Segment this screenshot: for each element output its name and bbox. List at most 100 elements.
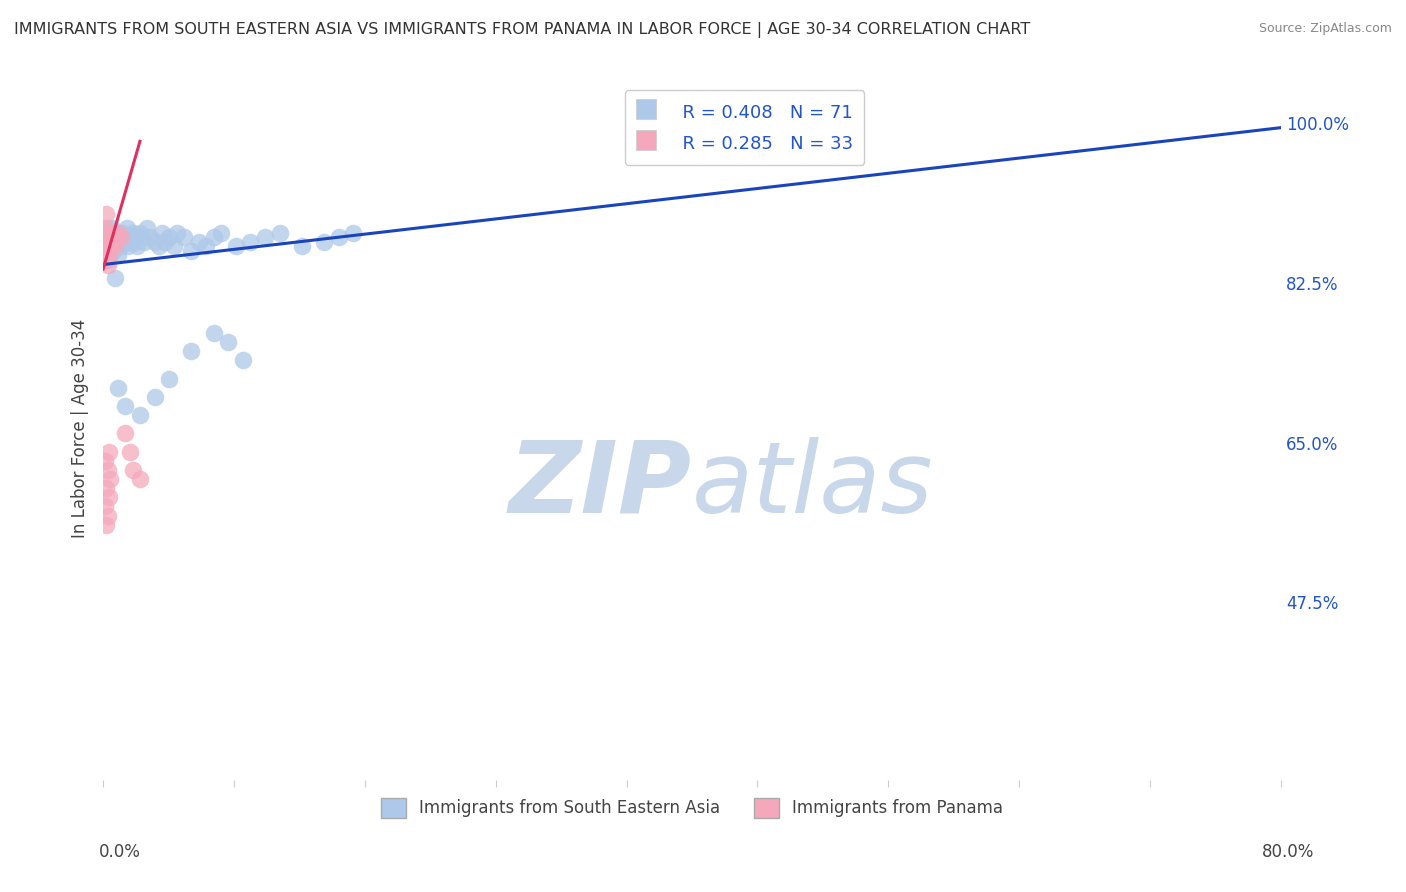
Point (209, 226, 232, 240)
Point (108, 230, 131, 244)
Point (98, 444, 121, 458)
Point (114, 399, 136, 413)
Text: Source: ZipAtlas.com: Source: ZipAtlas.com (1258, 22, 1392, 36)
Point (143, 235, 166, 249)
Point (96, 248, 118, 262)
Point (131, 230, 153, 244)
Point (114, 235, 136, 249)
Point (121, 463, 143, 477)
Point (96, 508, 118, 523)
Point (98, 226, 121, 240)
Point (202, 230, 225, 244)
Point (100, 230, 122, 244)
Point (136, 221, 159, 235)
Point (111, 226, 134, 240)
Point (100, 239, 122, 253)
Point (100, 472, 122, 486)
Point (150, 226, 173, 240)
Point (104, 239, 127, 253)
Point (98, 252, 121, 267)
Point (110, 230, 132, 244)
Point (328, 230, 350, 244)
Point (232, 353, 254, 368)
Point (103, 244, 125, 258)
Point (239, 235, 262, 249)
Point (100, 244, 122, 258)
Point (118, 444, 141, 458)
Point (101, 235, 124, 249)
Point (202, 326, 225, 340)
Point (148, 239, 170, 253)
Point (93, 221, 115, 235)
Point (93, 244, 115, 258)
Point (101, 235, 124, 249)
Point (94, 207, 117, 221)
Point (104, 239, 127, 253)
Point (98, 491, 121, 505)
Point (157, 372, 180, 386)
Point (114, 426, 136, 441)
Point (187, 235, 209, 249)
Point (129, 472, 152, 486)
Point (195, 239, 218, 253)
Point (217, 335, 239, 350)
Point (180, 344, 202, 359)
Legend: Immigrants from South Eastern Asia, Immigrants from Panama: Immigrants from South Eastern Asia, Immi… (374, 791, 1010, 825)
Point (107, 381, 129, 395)
Point (139, 230, 162, 244)
Point (134, 235, 156, 249)
Point (125, 239, 148, 253)
Point (93, 500, 115, 514)
Point (94, 248, 117, 262)
Point (93, 252, 115, 267)
Point (93, 235, 115, 249)
Point (94, 481, 117, 495)
Point (122, 235, 145, 249)
Point (118, 230, 141, 244)
Point (112, 230, 135, 244)
Point (153, 235, 176, 249)
Point (100, 226, 122, 240)
Point (166, 226, 188, 240)
Point (117, 239, 139, 253)
Point (129, 408, 152, 422)
Point (115, 221, 138, 235)
Point (96, 244, 118, 258)
Point (269, 226, 291, 240)
Text: IMMIGRANTS FROM SOUTH EASTERN ASIA VS IMMIGRANTS FROM PANAMA IN LABOR FORCE | AG: IMMIGRANTS FROM SOUTH EASTERN ASIA VS IM… (14, 22, 1031, 38)
Point (104, 271, 127, 285)
Point (342, 226, 364, 240)
Point (129, 226, 152, 240)
Point (94, 239, 117, 253)
Point (96, 221, 118, 235)
Point (254, 230, 277, 244)
Point (93, 248, 115, 262)
Point (96, 463, 118, 477)
Point (103, 226, 125, 240)
Point (110, 239, 132, 253)
Point (94, 226, 117, 240)
Point (104, 230, 127, 244)
Y-axis label: In Labor Force | Age 30-34: In Labor Force | Age 30-34 (72, 319, 89, 539)
Point (96, 230, 118, 244)
Point (173, 230, 195, 244)
Point (93, 235, 115, 249)
Point (96, 258, 118, 272)
Point (94, 244, 117, 258)
Point (110, 235, 132, 249)
Point (94, 226, 117, 240)
Point (93, 454, 115, 468)
Point (312, 235, 335, 249)
Text: ZIP: ZIP (509, 436, 692, 533)
Point (121, 226, 143, 240)
Point (225, 239, 247, 253)
Text: 80.0%: 80.0% (1263, 843, 1315, 861)
Point (163, 239, 186, 253)
Point (103, 230, 125, 244)
Text: 0.0%: 0.0% (98, 843, 141, 861)
Point (143, 390, 166, 404)
Text: atlas: atlas (692, 436, 934, 533)
Point (291, 239, 314, 253)
Point (98, 239, 121, 253)
Point (98, 248, 121, 262)
